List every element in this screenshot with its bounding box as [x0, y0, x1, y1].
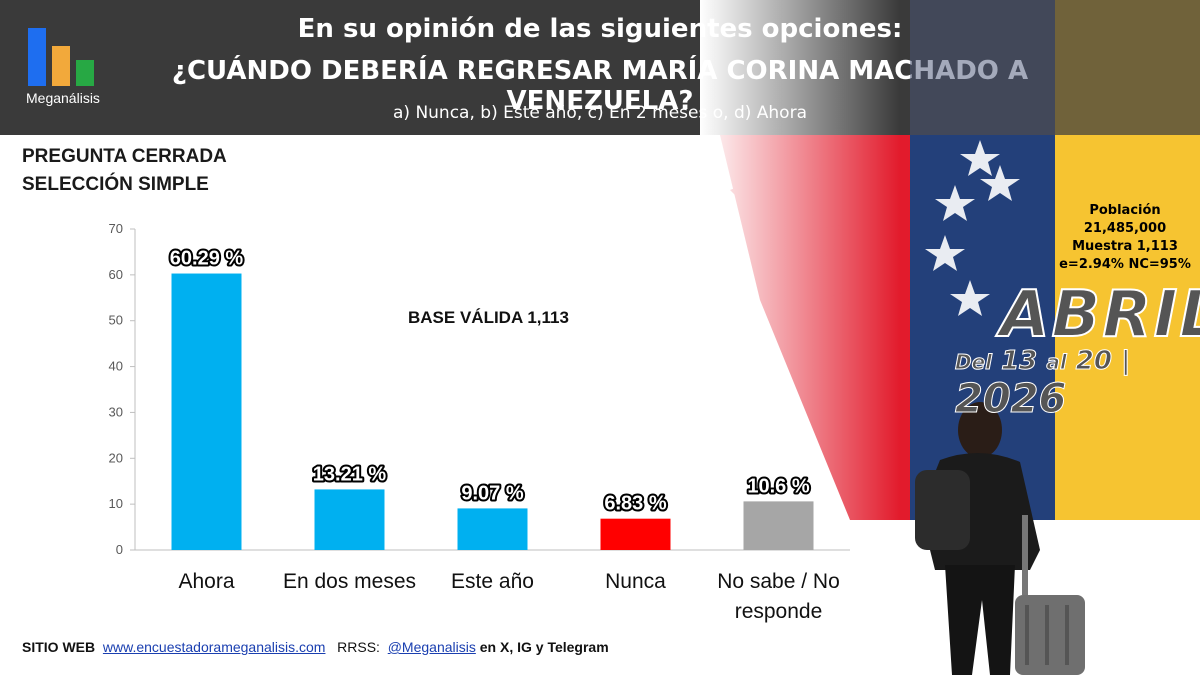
- bar: [171, 273, 242, 550]
- y-tick-label: 10: [109, 496, 123, 511]
- sample-size: Muestra 1,113: [1072, 239, 1178, 254]
- y-tick-label: 20: [109, 450, 123, 465]
- month-label: ABRIL: [999, 277, 1200, 353]
- social-networks: en X, IG y Telegram: [479, 639, 609, 655]
- data-label: 60.29 %: [170, 248, 244, 270]
- date-end: 20: [1075, 346, 1112, 377]
- site-label: SITIO WEB: [22, 639, 96, 655]
- date-range: Del 13 al 20 | 2026: [954, 346, 1200, 423]
- bar: [743, 501, 814, 550]
- footer: SITIO WEB www.encuestadorameganalisis.co…: [22, 639, 609, 655]
- y-tick-label: 50: [109, 313, 123, 328]
- population-label: Población: [1089, 203, 1161, 218]
- y-tick-label: 30: [109, 404, 123, 419]
- date-separator: |: [1121, 346, 1131, 377]
- y-tick-label: 70: [109, 221, 123, 236]
- base-label: BASE VÁLIDA 1,113: [408, 308, 569, 327]
- logo-bar-blue: [28, 28, 46, 86]
- population-value: 21,485,000: [1083, 221, 1167, 236]
- site-link[interactable]: www.encuestadorameganalisis.com: [102, 639, 326, 655]
- bar-chart: 0 10 20 30 40 50 60 70 60.29 % Ahora 13.21 % En do…: [109, 221, 850, 623]
- error-margin: e=2.94% NC=95%: [1059, 257, 1191, 272]
- data-label: 10.6 %: [747, 475, 809, 497]
- flag-background-image: [700, 0, 1200, 520]
- bar: [314, 489, 385, 550]
- rrss-label: RRSS:: [337, 639, 380, 655]
- social-handle-link[interactable]: @Meganalisis: [387, 639, 476, 655]
- traveler-silhouette-image: [915, 402, 1085, 675]
- y-tick-label: 60: [109, 267, 123, 282]
- y-tick-label: 40: [109, 359, 123, 374]
- meganalisis-logo: Meganálisis: [20, 22, 110, 112]
- x-category-label: Nunca: [605, 570, 666, 593]
- date-mid: al: [1046, 350, 1067, 375]
- logo-name: Meganálisis: [26, 90, 100, 106]
- date-prefix: Del: [954, 350, 993, 375]
- survey-info-box: Población 21,485,000 Muestra 1,113 e=2.9…: [1055, 202, 1195, 274]
- x-category-label: No sabe / No responde: [717, 570, 840, 623]
- y-tick-label: 0: [116, 542, 123, 557]
- bar: [457, 508, 528, 550]
- data-label: 9.07 %: [461, 482, 523, 504]
- x-category-label: Ahora: [178, 570, 234, 593]
- bar: [600, 518, 671, 550]
- x-category-label: Este año: [451, 570, 534, 593]
- data-label: 6.83 %: [604, 493, 666, 515]
- logo-bar-green: [76, 60, 94, 86]
- date-start: 13: [1001, 346, 1038, 377]
- x-category-label: En dos meses: [283, 570, 416, 593]
- logo-bar-orange: [52, 46, 70, 86]
- question-type-line2: SELECCIÓN SIMPLE: [22, 174, 209, 195]
- data-label: 13.21 %: [313, 463, 387, 485]
- question-type-line1: PREGUNTA CERRADA: [22, 146, 227, 167]
- year-label: 2026: [954, 376, 1067, 423]
